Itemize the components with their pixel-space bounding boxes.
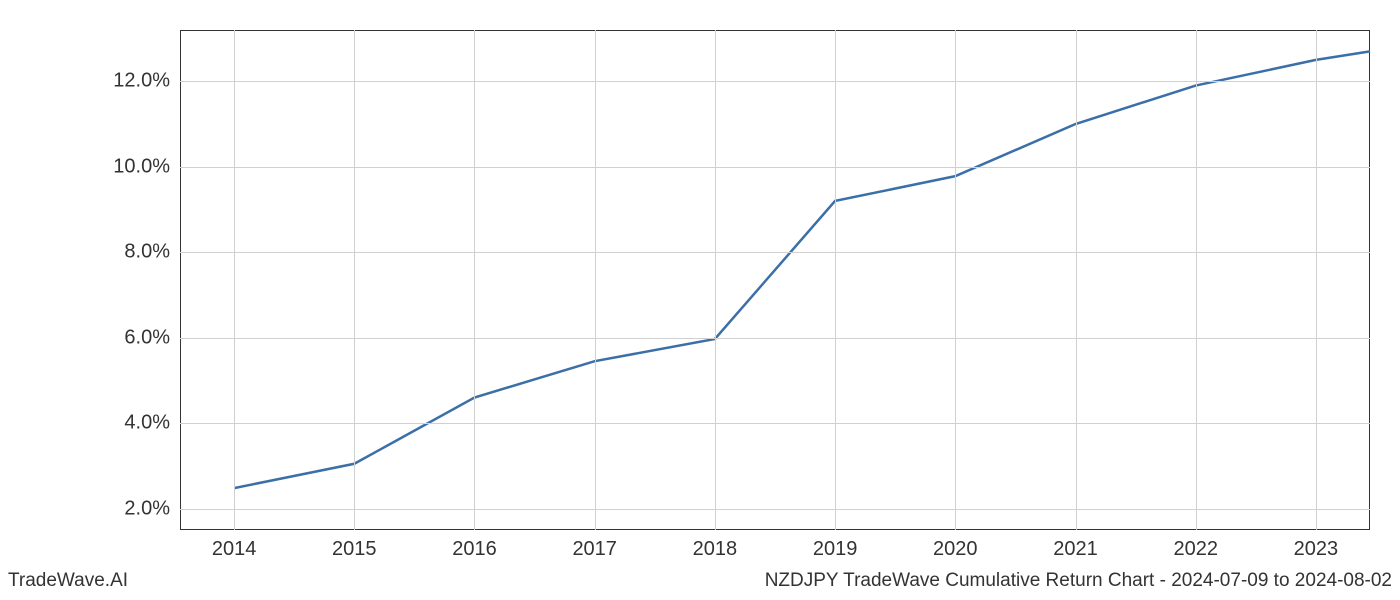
x-tick-label: 2021 xyxy=(1053,538,1098,561)
footer-left-label: TradeWave.AI xyxy=(8,570,128,592)
x-tick-label: 2015 xyxy=(332,538,377,561)
x-tick-label: 2016 xyxy=(452,538,497,561)
y-tick-label: 2.0% xyxy=(124,497,170,520)
footer-right-label: NZDJPY TradeWave Cumulative Return Chart… xyxy=(765,570,1392,592)
line-chart-svg xyxy=(180,30,1370,530)
y-tick-label: 10.0% xyxy=(113,155,170,178)
x-tick-label: 2018 xyxy=(693,538,738,561)
x-tick-label: 2020 xyxy=(933,538,978,561)
y-tick-label: 12.0% xyxy=(113,70,170,93)
grid-line-horizontal xyxy=(180,423,1370,424)
grid-line-horizontal xyxy=(180,509,1370,510)
grid-line-vertical xyxy=(354,30,355,530)
grid-line-vertical xyxy=(715,30,716,530)
x-tick-label: 2022 xyxy=(1173,538,1218,561)
grid-line-vertical xyxy=(955,30,956,530)
y-tick-label: 6.0% xyxy=(124,326,170,349)
grid-line-horizontal xyxy=(180,81,1370,82)
grid-line-horizontal xyxy=(180,338,1370,339)
x-tick-label: 2014 xyxy=(212,538,257,561)
x-tick-label: 2019 xyxy=(813,538,858,561)
grid-line-vertical xyxy=(835,30,836,530)
grid-line-vertical xyxy=(1316,30,1317,530)
grid-line-vertical xyxy=(474,30,475,530)
grid-line-vertical xyxy=(595,30,596,530)
y-tick-label: 4.0% xyxy=(124,412,170,435)
chart-plot-area xyxy=(180,30,1370,530)
grid-line-vertical xyxy=(234,30,235,530)
grid-line-horizontal xyxy=(180,252,1370,253)
y-tick-label: 8.0% xyxy=(124,241,170,264)
x-tick-label: 2017 xyxy=(572,538,617,561)
grid-line-vertical xyxy=(1076,30,1077,530)
grid-line-horizontal xyxy=(180,167,1370,168)
x-tick-label: 2023 xyxy=(1294,538,1339,561)
grid-line-vertical xyxy=(1196,30,1197,530)
